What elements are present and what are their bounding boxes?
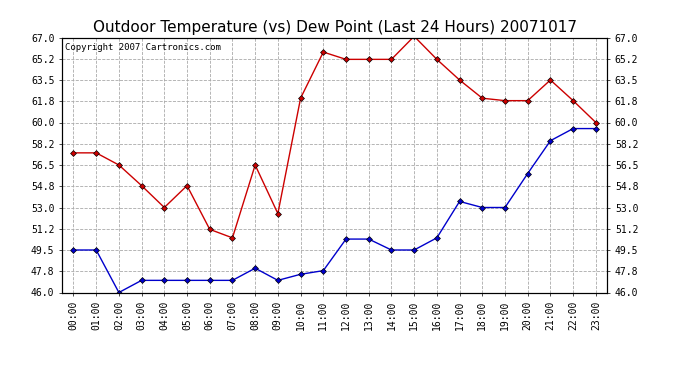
Text: Copyright 2007 Cartronics.com: Copyright 2007 Cartronics.com <box>65 43 221 52</box>
Title: Outdoor Temperature (vs) Dew Point (Last 24 Hours) 20071017: Outdoor Temperature (vs) Dew Point (Last… <box>92 20 577 35</box>
